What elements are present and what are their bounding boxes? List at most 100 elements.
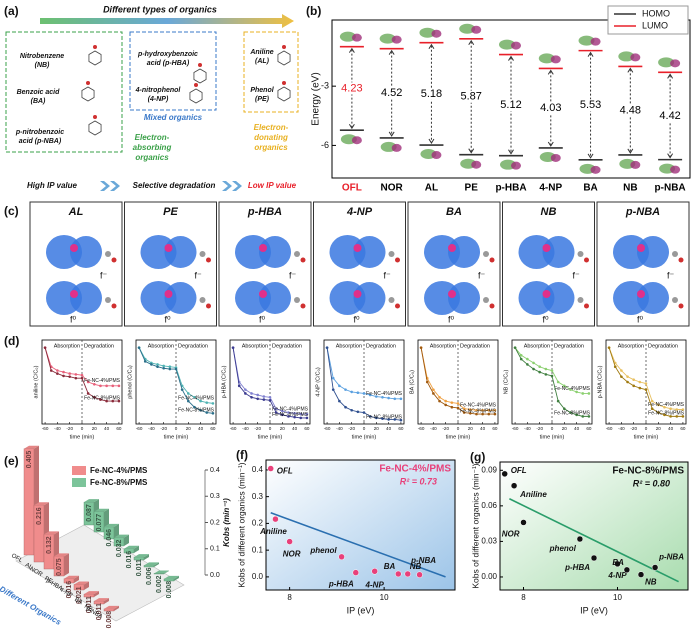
group-box xyxy=(5,31,123,153)
orbital xyxy=(670,165,681,174)
data-point xyxy=(576,535,584,543)
point-label: BA xyxy=(612,558,624,567)
fukui-label: f⁰ xyxy=(354,314,361,324)
data-point xyxy=(538,365,541,369)
x-tick-label: -40 xyxy=(524,426,531,431)
bar-top xyxy=(74,581,89,585)
x-tick-label: 20 xyxy=(186,426,192,431)
orbital xyxy=(351,33,362,42)
fukui-spot xyxy=(70,290,78,298)
fukui-lobe xyxy=(70,282,102,314)
data-point xyxy=(371,568,378,575)
data-point xyxy=(438,395,441,399)
atom xyxy=(483,297,489,303)
bar xyxy=(163,575,179,582)
group-caption: Electron- xyxy=(254,123,289,132)
data-point xyxy=(650,407,654,411)
bar xyxy=(113,534,129,547)
bar-top xyxy=(84,499,99,503)
data-point xyxy=(675,408,679,411)
bar xyxy=(93,598,109,605)
data-point xyxy=(393,418,397,421)
bar xyxy=(103,605,119,612)
bar-top xyxy=(164,575,179,579)
orbital xyxy=(550,55,561,64)
data-point xyxy=(395,570,402,578)
data-point xyxy=(368,415,372,418)
group-caption: Mixed organics xyxy=(144,113,203,122)
data-point xyxy=(281,413,284,417)
point-label: p-NBA xyxy=(658,553,684,562)
value-label: 0.016 xyxy=(126,551,133,569)
x-tick-label: BA xyxy=(583,183,597,194)
data-point xyxy=(623,566,631,574)
fukui-spot xyxy=(353,244,362,252)
arrow-head xyxy=(627,67,634,73)
panel-label: (c) xyxy=(4,204,19,218)
atom xyxy=(300,303,306,309)
bar-side xyxy=(124,534,129,546)
gap-label-bg xyxy=(459,90,484,103)
panel-label: (g) xyxy=(470,450,485,464)
atom xyxy=(584,257,589,263)
molecule-icon xyxy=(189,88,203,104)
data-point xyxy=(74,373,78,376)
data-point xyxy=(438,399,441,403)
data-point xyxy=(519,353,523,357)
legend-label: Fe-NC-4%/PMS xyxy=(648,402,685,408)
y-tick-label: 0.09 xyxy=(481,465,497,474)
data-point xyxy=(368,393,372,397)
bar-top xyxy=(104,605,119,609)
orbital xyxy=(431,151,442,160)
bar-top xyxy=(144,562,159,566)
point-label: Aniline xyxy=(519,490,547,499)
x-tick-label: BA xyxy=(73,597,83,606)
bar-top xyxy=(24,445,39,449)
x-tick-label: AL xyxy=(425,183,438,194)
molecule-icon xyxy=(88,50,102,66)
data-point xyxy=(331,376,335,380)
atom xyxy=(388,297,395,303)
orbital xyxy=(658,57,675,68)
annotation: Degradation xyxy=(460,343,490,349)
point-label: NOR xyxy=(283,550,301,559)
legend-label: Fe-NC-4%/PMS xyxy=(178,396,215,402)
x-tick-label: 20 xyxy=(562,426,568,431)
data-point xyxy=(137,346,141,349)
point-label: phenol xyxy=(549,544,577,553)
value-label: 0.405 xyxy=(26,451,33,469)
data-point xyxy=(262,398,266,401)
data-point xyxy=(80,376,84,380)
y-tick-label: -6 xyxy=(321,140,329,150)
x-axis-label: time (min) xyxy=(446,434,471,440)
data-point xyxy=(281,409,284,413)
data-point xyxy=(80,373,84,377)
legend-label: Fe-NC-8%/PMS xyxy=(460,408,497,414)
value-label: 0.032 xyxy=(116,540,123,558)
orbital xyxy=(670,59,681,68)
point-label: p-HBA xyxy=(564,563,590,572)
molecule-title: NB xyxy=(541,206,557,218)
data-point xyxy=(99,398,102,401)
arrow-head xyxy=(388,49,395,55)
point-label: OFL xyxy=(511,466,527,475)
data-point xyxy=(575,413,578,417)
y-axis-label: p-HBA (C/C₀) xyxy=(221,365,227,398)
data-point xyxy=(156,365,159,369)
compound-name: (4-NP) xyxy=(148,96,169,103)
value-label: 0.011 xyxy=(136,559,143,576)
gap-label: 5.18 xyxy=(421,88,442,100)
bar-top xyxy=(54,553,69,557)
data-point xyxy=(356,410,360,414)
data-point xyxy=(267,465,274,472)
data-point xyxy=(250,395,253,399)
group-caption: organics xyxy=(254,143,288,152)
fukui-lobe xyxy=(70,236,102,268)
panel-a: (a) Different types of organics Nitroben… xyxy=(4,4,299,191)
y-tick-label: 0.0 xyxy=(252,572,264,581)
data-point xyxy=(487,408,491,412)
x-tick-label: -40 xyxy=(336,426,343,431)
arrow-head xyxy=(547,141,554,147)
data-point xyxy=(74,376,78,380)
data-point xyxy=(49,369,53,372)
